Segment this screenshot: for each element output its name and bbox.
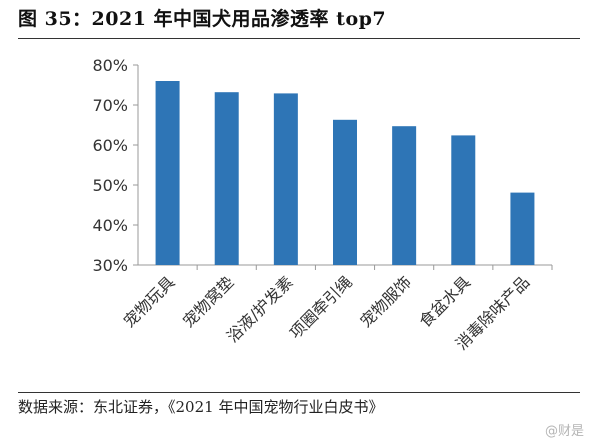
- y-tick-label: 60%: [92, 136, 128, 155]
- title-divider: [18, 38, 580, 39]
- bar: [333, 119, 357, 265]
- y-tick-label: 50%: [92, 176, 128, 195]
- x-tick-label: 食盆水具: [415, 272, 474, 331]
- y-tick-label: 70%: [92, 96, 128, 115]
- watermark: @财是: [544, 424, 584, 439]
- source-divider: [18, 392, 580, 393]
- x-tick-label: 宠物服饰: [356, 272, 415, 331]
- bar: [392, 126, 417, 265]
- bar: [214, 92, 239, 265]
- x-tick-label: 宠物玩具: [120, 272, 179, 331]
- bar: [155, 81, 180, 265]
- y-tick-label: 30%: [92, 256, 128, 275]
- bar: [273, 93, 298, 266]
- bar: [510, 192, 535, 265]
- x-tick-label: 宠物窝垫: [179, 272, 238, 331]
- y-tick-label: 80%: [92, 56, 128, 75]
- y-tick-label: 40%: [92, 216, 128, 235]
- source-note: 数据来源：东北证券，《2021 年中国宠物行业白皮书》: [18, 398, 384, 416]
- x-tick-label: 项圈牵引绳: [286, 272, 356, 342]
- figure-title: 图 35：2021 年中国犬用品渗透率 top7: [18, 8, 387, 30]
- bar: [451, 135, 476, 265]
